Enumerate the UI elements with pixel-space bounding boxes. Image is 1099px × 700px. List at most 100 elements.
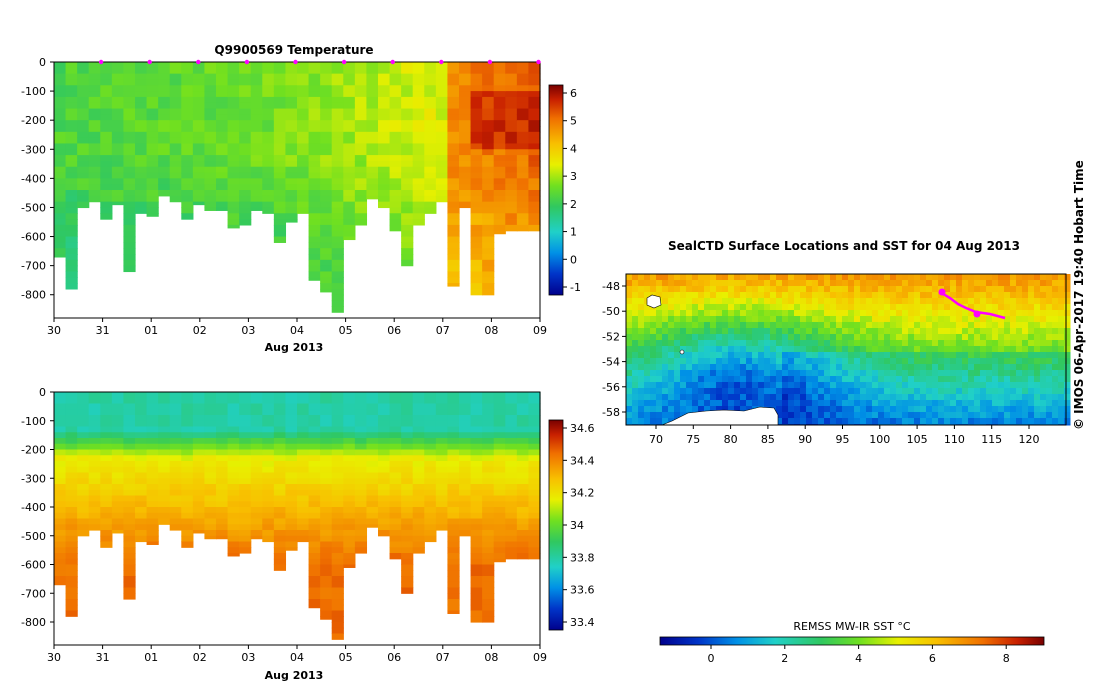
profile-cell — [516, 489, 530, 497]
profile-cell — [169, 126, 182, 133]
sst-cell — [1016, 358, 1023, 365]
profile-cell — [123, 126, 136, 133]
sst-cell — [932, 394, 939, 401]
sst-cell — [644, 322, 651, 329]
profile-cell — [528, 397, 541, 405]
profile-cell — [482, 131, 495, 139]
profile-cell — [447, 259, 460, 267]
profile-cell — [88, 415, 101, 422]
sst-cell — [824, 364, 831, 371]
sst-cell — [674, 292, 681, 299]
sst-cell — [752, 400, 759, 407]
sst-cell — [842, 310, 849, 317]
profile-cell — [204, 155, 217, 162]
sst-cell — [1064, 310, 1071, 317]
profile-cell — [482, 392, 495, 399]
temperature-time-axis: 30 31 01 02 03 04 05 06 07 08 09 — [47, 318, 547, 337]
profile-cell — [297, 131, 310, 139]
profile-cell — [424, 420, 437, 428]
sst-cell — [626, 328, 633, 335]
sst-cell — [824, 274, 831, 281]
sst-cell — [812, 358, 819, 365]
profile-cell — [343, 137, 356, 145]
sst-cell — [902, 304, 909, 311]
profile-cell — [285, 201, 298, 209]
sst-cell — [674, 382, 681, 389]
profile-cell — [77, 114, 90, 121]
profile-cell — [516, 67, 530, 75]
profile-cell — [88, 443, 101, 451]
profile-cell — [366, 149, 379, 156]
sst-cell — [776, 376, 783, 383]
profile-cell — [528, 114, 541, 121]
sst-cell — [830, 352, 837, 359]
sst-cell — [854, 328, 861, 335]
sst-cell — [926, 280, 933, 287]
sst-cell — [1040, 328, 1047, 335]
depth-tick-label: -700 — [21, 587, 46, 600]
sst-cell — [968, 298, 975, 305]
profile-cell — [181, 443, 194, 451]
sst-cell — [1004, 394, 1011, 401]
sst-cell — [710, 406, 717, 413]
profile-cell — [528, 547, 541, 554]
profile-cell — [181, 190, 194, 197]
sst-cell — [842, 418, 849, 425]
profile-cell — [65, 271, 78, 278]
profile-cell — [216, 160, 229, 168]
sst-cell — [770, 292, 777, 299]
sst-cell — [716, 388, 723, 395]
profile-cell — [204, 501, 217, 508]
profile-cell — [412, 62, 425, 69]
profile-cell — [493, 160, 506, 168]
profile-cell — [412, 409, 425, 416]
latitude-tick-label: -52 — [602, 330, 620, 343]
profile-cell — [447, 403, 460, 410]
profile-cell — [482, 449, 495, 456]
profile-cell — [412, 207, 425, 214]
sst-cell — [1010, 418, 1017, 425]
profile-cell — [505, 553, 518, 560]
time-tick-label: 03 — [241, 324, 255, 337]
profile-cell — [516, 438, 530, 445]
profile-cell — [227, 219, 240, 226]
profile-cell — [366, 466, 379, 474]
profile-cell — [65, 415, 78, 422]
sst-cell — [668, 316, 675, 323]
time-tick-label: 31 — [96, 651, 110, 664]
sst-cell — [872, 298, 879, 305]
profile-cell — [239, 108, 252, 115]
sst-cell — [842, 274, 849, 281]
profile-cell — [470, 535, 483, 543]
profile-cell — [88, 426, 101, 433]
profile-cell — [204, 438, 217, 445]
profile-cell — [424, 426, 437, 433]
sst-cell — [950, 376, 957, 383]
sst-cell — [920, 304, 927, 311]
profile-cell — [158, 415, 171, 422]
sst-cell — [668, 346, 675, 353]
profile-cell — [227, 67, 240, 75]
sst-cell — [644, 412, 651, 419]
sst-cell — [788, 418, 795, 425]
sst-cell — [626, 364, 633, 371]
profile-cell — [54, 541, 67, 548]
profile-cell — [331, 426, 344, 433]
profile-cell — [528, 143, 541, 150]
profile-cell — [308, 265, 321, 273]
profile-cell — [77, 67, 90, 75]
sst-cell — [644, 376, 651, 383]
sst-cell — [716, 310, 723, 317]
profile-cell — [135, 403, 148, 410]
sst-cell — [974, 370, 981, 377]
profile-cell — [250, 501, 263, 508]
sst-cell — [866, 388, 873, 395]
sst-cell — [998, 412, 1005, 419]
profile-cell — [77, 178, 90, 185]
sst-cell — [674, 412, 681, 419]
profile-cell — [424, 85, 437, 92]
sst-cell — [1052, 370, 1059, 377]
profile-cell — [447, 201, 460, 209]
sst-cell — [1010, 400, 1017, 407]
profile-cell — [65, 553, 78, 560]
